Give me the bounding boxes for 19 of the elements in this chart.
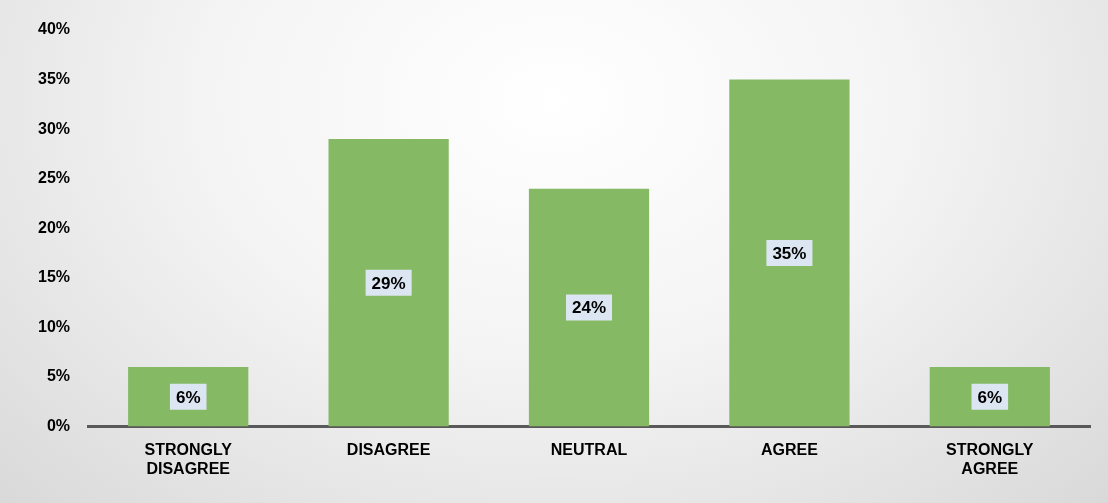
y-tick-label: 10% — [37, 317, 71, 335]
x-tick-label: NEUTRAL — [550, 440, 628, 458]
x-tick-label: STRONGLY AGREE — [946, 440, 1034, 477]
y-tick-label: 5% — [46, 367, 71, 385]
x-tick-label: AGREE — [760, 440, 819, 458]
y-tick-label: 25% — [37, 169, 71, 187]
x-tick-label: DISAGREE — [346, 440, 431, 458]
data-label: 6% — [175, 387, 201, 407]
data-label: 6% — [977, 387, 1003, 407]
data-label: 24% — [572, 298, 607, 318]
x-tick-label: STRONGLY DISAGREE — [144, 440, 233, 477]
y-tick-label: 30% — [37, 119, 71, 137]
data-label: 29% — [371, 273, 406, 293]
data-label: 35% — [772, 243, 807, 263]
y-tick-label: 15% — [37, 268, 71, 286]
y-tick-label: 40% — [37, 20, 71, 38]
y-tick-label: 35% — [37, 69, 71, 87]
y-tick-label: 20% — [37, 218, 71, 236]
y-tick-label: 0% — [46, 417, 71, 435]
